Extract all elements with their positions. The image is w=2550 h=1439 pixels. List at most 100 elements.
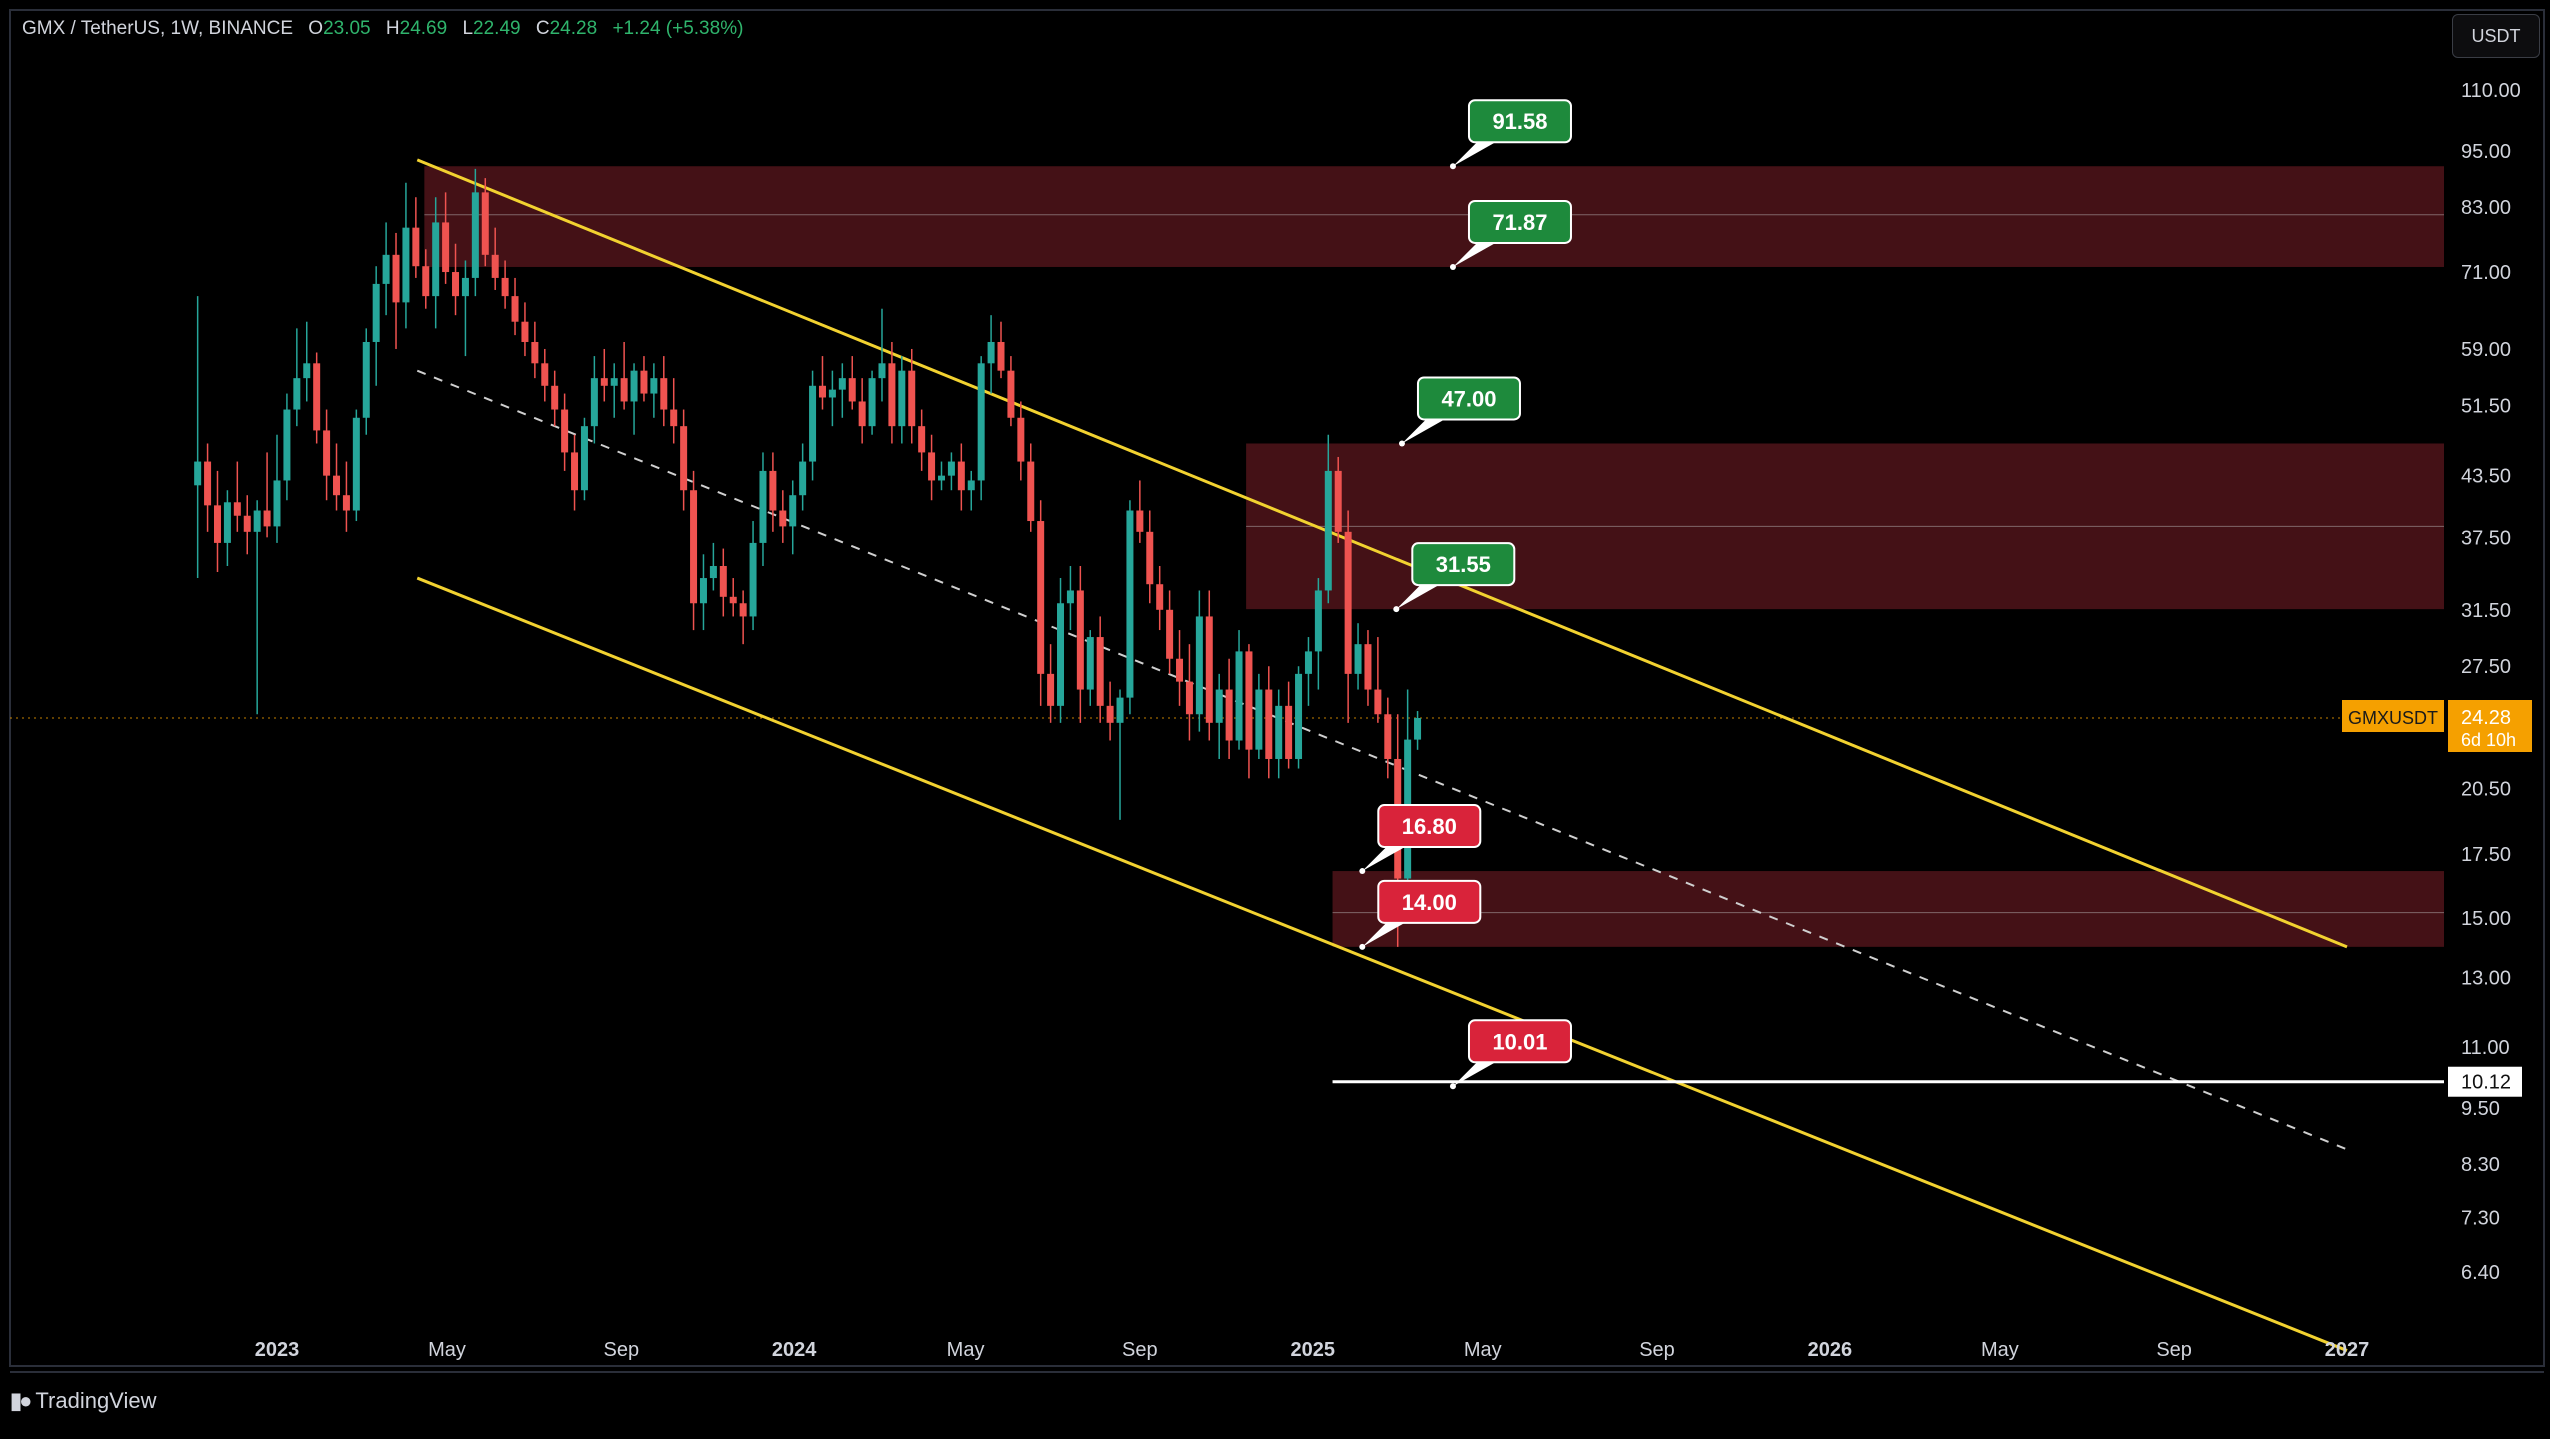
candle-body-113 <box>1314 590 1322 652</box>
candle-body-85 <box>1037 521 1045 674</box>
x-tick-5: Sep <box>1122 1339 1158 1361</box>
candle-body-17 <box>362 341 370 418</box>
candle-body-107 <box>1255 689 1263 750</box>
label-box-2 <box>1416 376 1521 421</box>
x-tick-0: 2023 <box>255 1339 300 1361</box>
candle-body-66 <box>848 378 856 402</box>
candle-body-78 <box>967 480 975 491</box>
label-anchor-2 <box>1398 440 1405 447</box>
x-tick-7: May <box>1464 1339 1502 1361</box>
candle-body-38 <box>571 452 579 491</box>
x-tick-10: May <box>1981 1339 2019 1361</box>
candle-body-34 <box>531 341 539 364</box>
candle-body-87 <box>1057 603 1065 706</box>
label-anchor-0 <box>1449 163 1456 170</box>
symbol-title[interactable]: GMX / TetherUS, 1W, BINANCE <box>22 18 294 39</box>
candle-body-116 <box>1344 531 1352 674</box>
y-tick-13: 13.00 <box>2461 968 2511 990</box>
candle-body-23 <box>422 266 430 297</box>
symbol-tag-text: GMXUSDT <box>2348 708 2438 728</box>
candle-body-93 <box>1116 697 1124 723</box>
candle-body-52 <box>709 566 717 579</box>
candle-body-62 <box>809 385 817 462</box>
open-label: O <box>308 18 324 39</box>
label-text-6: 10.01 <box>1492 1029 1547 1054</box>
candle-body-73 <box>918 426 926 453</box>
candle-body-80 <box>987 341 995 364</box>
last-price-tag <box>2448 699 2532 752</box>
candle-body-120 <box>1384 714 1392 759</box>
candle-body-112 <box>1304 651 1312 674</box>
label-text-5: 14.00 <box>1402 890 1457 915</box>
candle-body-0 <box>194 461 202 486</box>
x-tick-4: May <box>947 1339 985 1361</box>
label-anchor-5 <box>1359 943 1366 950</box>
candle-body-49 <box>680 426 688 491</box>
tradingview-logo[interactable]: ▮● TradingView <box>10 1388 156 1414</box>
high-label: H <box>385 18 400 39</box>
candle-body-44 <box>630 370 638 402</box>
label-anchor-1 <box>1449 263 1456 270</box>
label-pointer-3 <box>1396 583 1443 610</box>
candle-body-59 <box>779 510 787 527</box>
candle-body-53 <box>719 566 727 597</box>
candle-body-26 <box>452 272 460 297</box>
candle-body-65 <box>838 378 846 390</box>
low-label: L <box>462 18 474 39</box>
chart-frame <box>9 9 2545 1367</box>
candle-body-71 <box>898 370 906 427</box>
candle-body-9 <box>283 409 291 481</box>
y-tick-12: 15.00 <box>2461 908 2511 930</box>
candle-body-13 <box>323 430 331 476</box>
last-price-countdown: 6d 10h <box>2461 730 2516 750</box>
y-tick-14: 11.00 <box>2461 1037 2510 1059</box>
candle-body-37 <box>561 409 569 453</box>
close-label: C <box>535 18 550 39</box>
label-pointer-4 <box>1362 845 1409 872</box>
candle-body-97 <box>1156 584 1164 610</box>
x-tick-1: May <box>428 1339 466 1361</box>
last-price-value: 24.28 <box>2461 707 2511 729</box>
y-tick-3: 71.00 <box>2461 262 2511 284</box>
channel-mid-line <box>416 369 2348 1151</box>
high-value: 24.69 <box>399 18 448 39</box>
candle-body-79 <box>977 363 985 481</box>
candle-body-33 <box>521 321 529 342</box>
candle-body-98 <box>1166 609 1174 659</box>
label-text-0: 91.58 <box>1492 109 1547 134</box>
candle-body-28 <box>471 192 479 278</box>
low-value: 22.49 <box>473 18 521 39</box>
candle-body-5 <box>243 515 251 532</box>
candle-body-110 <box>1285 705 1293 759</box>
candle-body-96 <box>1146 531 1154 585</box>
candle-body-109 <box>1275 705 1283 759</box>
candle-body-21 <box>402 227 410 303</box>
change-value: +1.24 (+5.38%) <box>612 18 744 39</box>
y-tick-0: 110.00 <box>2461 80 2521 102</box>
candle-body-42 <box>610 378 618 386</box>
candle-body-100 <box>1185 681 1193 715</box>
y-tick-10: 20.50 <box>2461 778 2511 800</box>
tradingview-icon: ▮● <box>10 1388 32 1413</box>
candle-body-63 <box>818 385 826 398</box>
candle-body-102 <box>1205 616 1213 723</box>
candle-body-92 <box>1106 705 1114 723</box>
candle-body-114 <box>1324 470 1332 591</box>
y-tick-8: 31.50 <box>2461 600 2511 622</box>
label-text-1: 71.87 <box>1492 210 1547 235</box>
candle-body-84 <box>1027 461 1035 522</box>
candle-body-89 <box>1076 590 1084 690</box>
candle-body-2 <box>213 505 221 543</box>
candle-body-32 <box>511 296 519 322</box>
candle-body-56 <box>749 542 757 617</box>
label-box-3 <box>1411 542 1516 587</box>
candle-body-106 <box>1245 651 1253 750</box>
y-tick-1: 95.00 <box>2461 141 2511 163</box>
y-tick-5: 51.50 <box>2461 395 2511 417</box>
y-tick-7: 37.50 <box>2461 527 2511 549</box>
currency-button[interactable]: USDT <box>2452 14 2540 58</box>
candle-body-15 <box>342 495 350 511</box>
y-tick-2: 83.00 <box>2461 197 2511 219</box>
